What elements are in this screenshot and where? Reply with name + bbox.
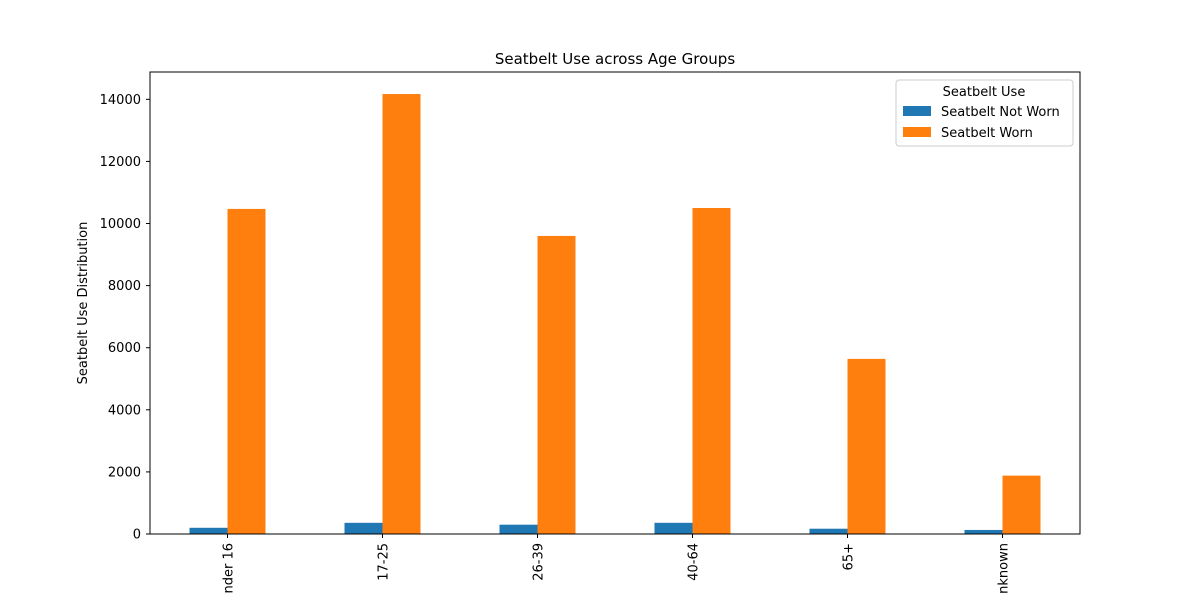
plot-frame	[149, 71, 1081, 535]
bar-worn-2	[537, 235, 576, 534]
legend-label-worn: Seatbelt Worn	[941, 126, 1033, 141]
bar-not-worn-3	[654, 522, 693, 534]
bar-worn-3	[692, 207, 731, 534]
legend-swatch-worn	[903, 127, 931, 137]
y-tick-label-3: 6000	[108, 341, 141, 356]
bar-worn-0	[227, 208, 266, 534]
x-tick-label-1: 17-25	[377, 543, 392, 581]
y-tick-label-5: 10000	[100, 217, 141, 232]
x-axis: nder 16 17-25 26-39 40-64 65+ nknown	[222, 534, 1012, 594]
bar-not-worn-4	[809, 528, 848, 534]
bar-worn-4	[847, 358, 886, 534]
x-tick-label-5: nknown	[997, 543, 1012, 594]
y-tick-label-4: 8000	[108, 279, 141, 294]
y-tick-label-0: 0	[133, 528, 141, 543]
bars-group	[189, 94, 1041, 534]
x-tick-label-3: 40-64	[687, 543, 702, 581]
x-tick-label-4: 65+	[842, 543, 857, 570]
legend-swatch-not-worn	[903, 106, 931, 116]
bar-not-worn-5	[964, 529, 1003, 534]
y-axis-label: Seatbelt Use Distribution	[76, 222, 91, 385]
bar-worn-1	[382, 94, 421, 534]
y-tick-label-1: 2000	[108, 465, 141, 480]
legend: Seatbelt Use Seatbelt Not Worn Seatbelt …	[895, 79, 1074, 147]
bar-not-worn-0	[189, 527, 228, 534]
y-axis: 0 2000 4000 6000 8000 10000 12000 14000	[100, 93, 150, 543]
x-tick-label-2: 26-39	[532, 543, 547, 581]
y-tick-label-7: 14000	[100, 93, 141, 108]
x-tick-label-0: nder 16	[222, 543, 237, 594]
bar-not-worn-1	[344, 522, 383, 534]
y-tick-label-2: 4000	[108, 403, 141, 418]
y-tick-label-6: 12000	[100, 155, 141, 170]
legend-title: Seatbelt Use	[943, 85, 1026, 100]
bar-not-worn-2	[499, 524, 538, 534]
legend-box	[895, 79, 1074, 147]
bar-worn-5	[1002, 475, 1041, 534]
chart-title: Seatbelt Use across Age Groups	[495, 50, 735, 68]
legend-label-not-worn: Seatbelt Not Worn	[941, 105, 1060, 120]
